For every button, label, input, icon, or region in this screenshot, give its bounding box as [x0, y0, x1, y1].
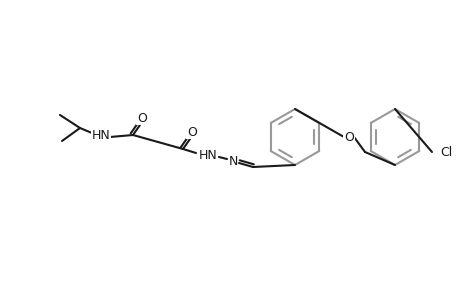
Text: O: O — [187, 125, 196, 139]
Text: O: O — [343, 130, 353, 143]
Text: Cl: Cl — [439, 146, 451, 158]
Text: O: O — [137, 112, 146, 124]
Text: HN: HN — [198, 148, 217, 161]
Text: N: N — [228, 154, 237, 167]
Text: HN: HN — [91, 128, 110, 142]
